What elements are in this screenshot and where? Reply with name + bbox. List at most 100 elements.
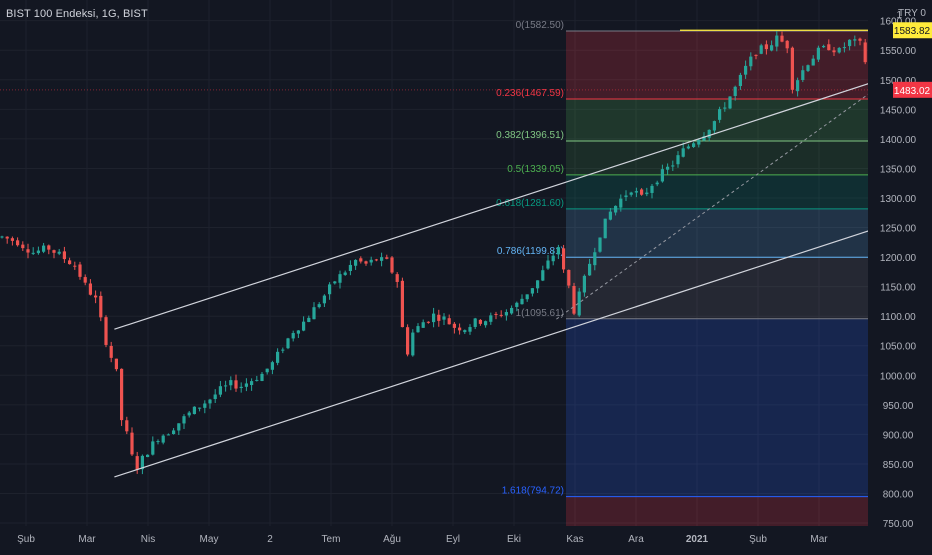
- candle-body: [177, 423, 181, 431]
- candle-body: [120, 368, 124, 421]
- candle-body: [260, 373, 264, 381]
- candle-body: [5, 236, 9, 239]
- y-tick-label: 1400.00: [880, 135, 917, 146]
- x-tick-label: 2021: [686, 534, 709, 545]
- x-tick-label: Eyl: [446, 534, 460, 545]
- candle-body: [473, 318, 477, 327]
- fib-level-label: 1(1095.61): [516, 308, 564, 319]
- candle-body: [692, 143, 696, 147]
- candle-body: [629, 192, 633, 195]
- fib-level-label: 0.786(1199.81): [497, 246, 564, 257]
- candle-body: [239, 386, 243, 389]
- candle-body: [702, 136, 706, 141]
- y-tick-label: 1050.00: [880, 342, 917, 353]
- candle-body: [42, 245, 46, 252]
- last-price-badge: [893, 81, 932, 98]
- candle-body: [286, 338, 290, 349]
- x-tick-label: Mar: [810, 534, 828, 545]
- high-price-label: 1583.82: [894, 26, 931, 37]
- candle-body: [47, 245, 51, 250]
- fib-level-label: 1.618(794.72): [502, 486, 564, 497]
- candle-body: [775, 35, 779, 47]
- candle-body: [744, 65, 748, 75]
- candle-body: [712, 121, 716, 131]
- candle-body: [291, 333, 295, 339]
- candle-body: [302, 321, 306, 331]
- candle-body: [400, 280, 404, 328]
- candle-body: [83, 277, 87, 283]
- candle-body: [270, 362, 274, 370]
- candle-body: [478, 319, 482, 324]
- candle-body: [816, 47, 820, 60]
- candle-body: [333, 281, 337, 284]
- candle-body: [842, 47, 846, 49]
- candle-body: [624, 195, 628, 198]
- candle-body: [853, 39, 857, 41]
- candle-body: [276, 351, 280, 363]
- candle-body: [822, 45, 826, 48]
- last-price-label: 1483.02: [894, 86, 931, 97]
- candle-body: [463, 330, 467, 333]
- candle-body: [437, 314, 441, 321]
- candle-body: [499, 314, 503, 316]
- candle-body: [114, 358, 118, 370]
- currency-label[interactable]: TRY 0: [898, 8, 926, 19]
- candle-body: [406, 327, 410, 355]
- y-top-label: 1: [896, 10, 902, 21]
- x-tick-label: Nis: [141, 534, 155, 545]
- candle-body: [593, 252, 597, 266]
- candle-body: [754, 54, 758, 56]
- candle-body: [348, 264, 352, 272]
- candle-body: [530, 288, 534, 294]
- y-tick-label: 800.00: [883, 489, 914, 500]
- candle-body: [385, 257, 389, 259]
- candle-body: [421, 322, 425, 328]
- candle-body: [0, 236, 4, 238]
- candle-body: [130, 432, 134, 455]
- candle-body: [686, 146, 690, 149]
- candle-body: [811, 58, 815, 66]
- fib-level-label: 0.236(1467.59): [496, 88, 564, 99]
- candle-body: [109, 345, 113, 358]
- candle-body: [515, 302, 519, 307]
- fib-band: [566, 257, 868, 319]
- candle-body: [442, 316, 446, 320]
- candle-body: [426, 321, 430, 323]
- candle-body: [468, 327, 472, 332]
- candle-body: [432, 313, 436, 323]
- candle-body: [489, 315, 493, 322]
- fib-band: [566, 208, 868, 258]
- candle-body: [395, 274, 399, 282]
- fib-band: [566, 140, 868, 175]
- candle-body: [73, 265, 77, 267]
- candle-body: [723, 107, 727, 109]
- candle-body: [203, 403, 207, 408]
- candle-body: [608, 211, 612, 220]
- y-tick-label: 1000.00: [880, 371, 917, 382]
- x-tick-label: Şub: [749, 534, 767, 545]
- candle-body: [858, 38, 862, 41]
- y-tick-label: 1200.00: [880, 253, 917, 264]
- candle-body: [546, 260, 550, 269]
- candle-body: [520, 298, 524, 305]
- candle-body: [863, 42, 867, 63]
- candle-body: [728, 96, 732, 109]
- candle-body: [832, 50, 836, 53]
- candle-body: [676, 155, 680, 165]
- candle-body: [16, 240, 20, 246]
- fib-band-extension: [566, 496, 868, 526]
- x-tick-label: Eki: [507, 534, 521, 545]
- candle-body: [640, 189, 644, 195]
- candle-body: [57, 251, 61, 254]
- candle-body: [312, 307, 316, 320]
- candle-body: [582, 275, 586, 293]
- high-price-badge: [893, 22, 932, 39]
- y-tick-label: 1100.00: [880, 312, 916, 323]
- candle-body: [447, 318, 451, 325]
- y-tick-label: 850.00: [883, 460, 914, 471]
- candle-body: [650, 185, 654, 193]
- candle-body: [577, 291, 581, 316]
